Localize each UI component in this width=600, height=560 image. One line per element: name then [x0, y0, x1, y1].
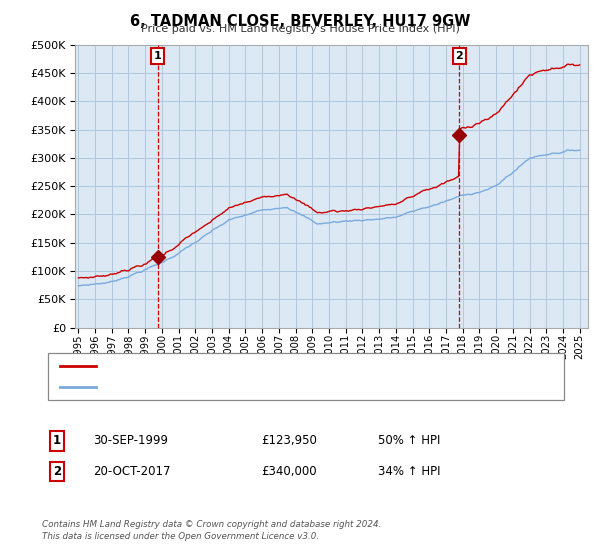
Text: 30-SEP-1999: 30-SEP-1999	[93, 434, 168, 447]
Text: Price paid vs. HM Land Registry's House Price Index (HPI): Price paid vs. HM Land Registry's House …	[140, 24, 460, 34]
Text: HPI: Average price, detached house, East Riding of Yorkshire: HPI: Average price, detached house, East…	[105, 382, 421, 392]
Text: £123,950: £123,950	[261, 434, 317, 447]
Text: 34% ↑ HPI: 34% ↑ HPI	[378, 465, 440, 478]
Text: 1: 1	[53, 434, 61, 447]
Text: £340,000: £340,000	[261, 465, 317, 478]
Text: 6, TADMAN CLOSE, BEVERLEY, HU17 9GW: 6, TADMAN CLOSE, BEVERLEY, HU17 9GW	[130, 14, 470, 29]
Text: 50% ↑ HPI: 50% ↑ HPI	[378, 434, 440, 447]
Text: Contains HM Land Registry data © Crown copyright and database right 2024.
This d: Contains HM Land Registry data © Crown c…	[42, 520, 382, 541]
Text: 20-OCT-2017: 20-OCT-2017	[93, 465, 170, 478]
Text: 2: 2	[53, 465, 61, 478]
Text: 1: 1	[154, 51, 161, 61]
Text: 2: 2	[455, 51, 463, 61]
Text: 6, TADMAN CLOSE, BEVERLEY, HU17 9GW (detached house): 6, TADMAN CLOSE, BEVERLEY, HU17 9GW (det…	[105, 361, 418, 371]
